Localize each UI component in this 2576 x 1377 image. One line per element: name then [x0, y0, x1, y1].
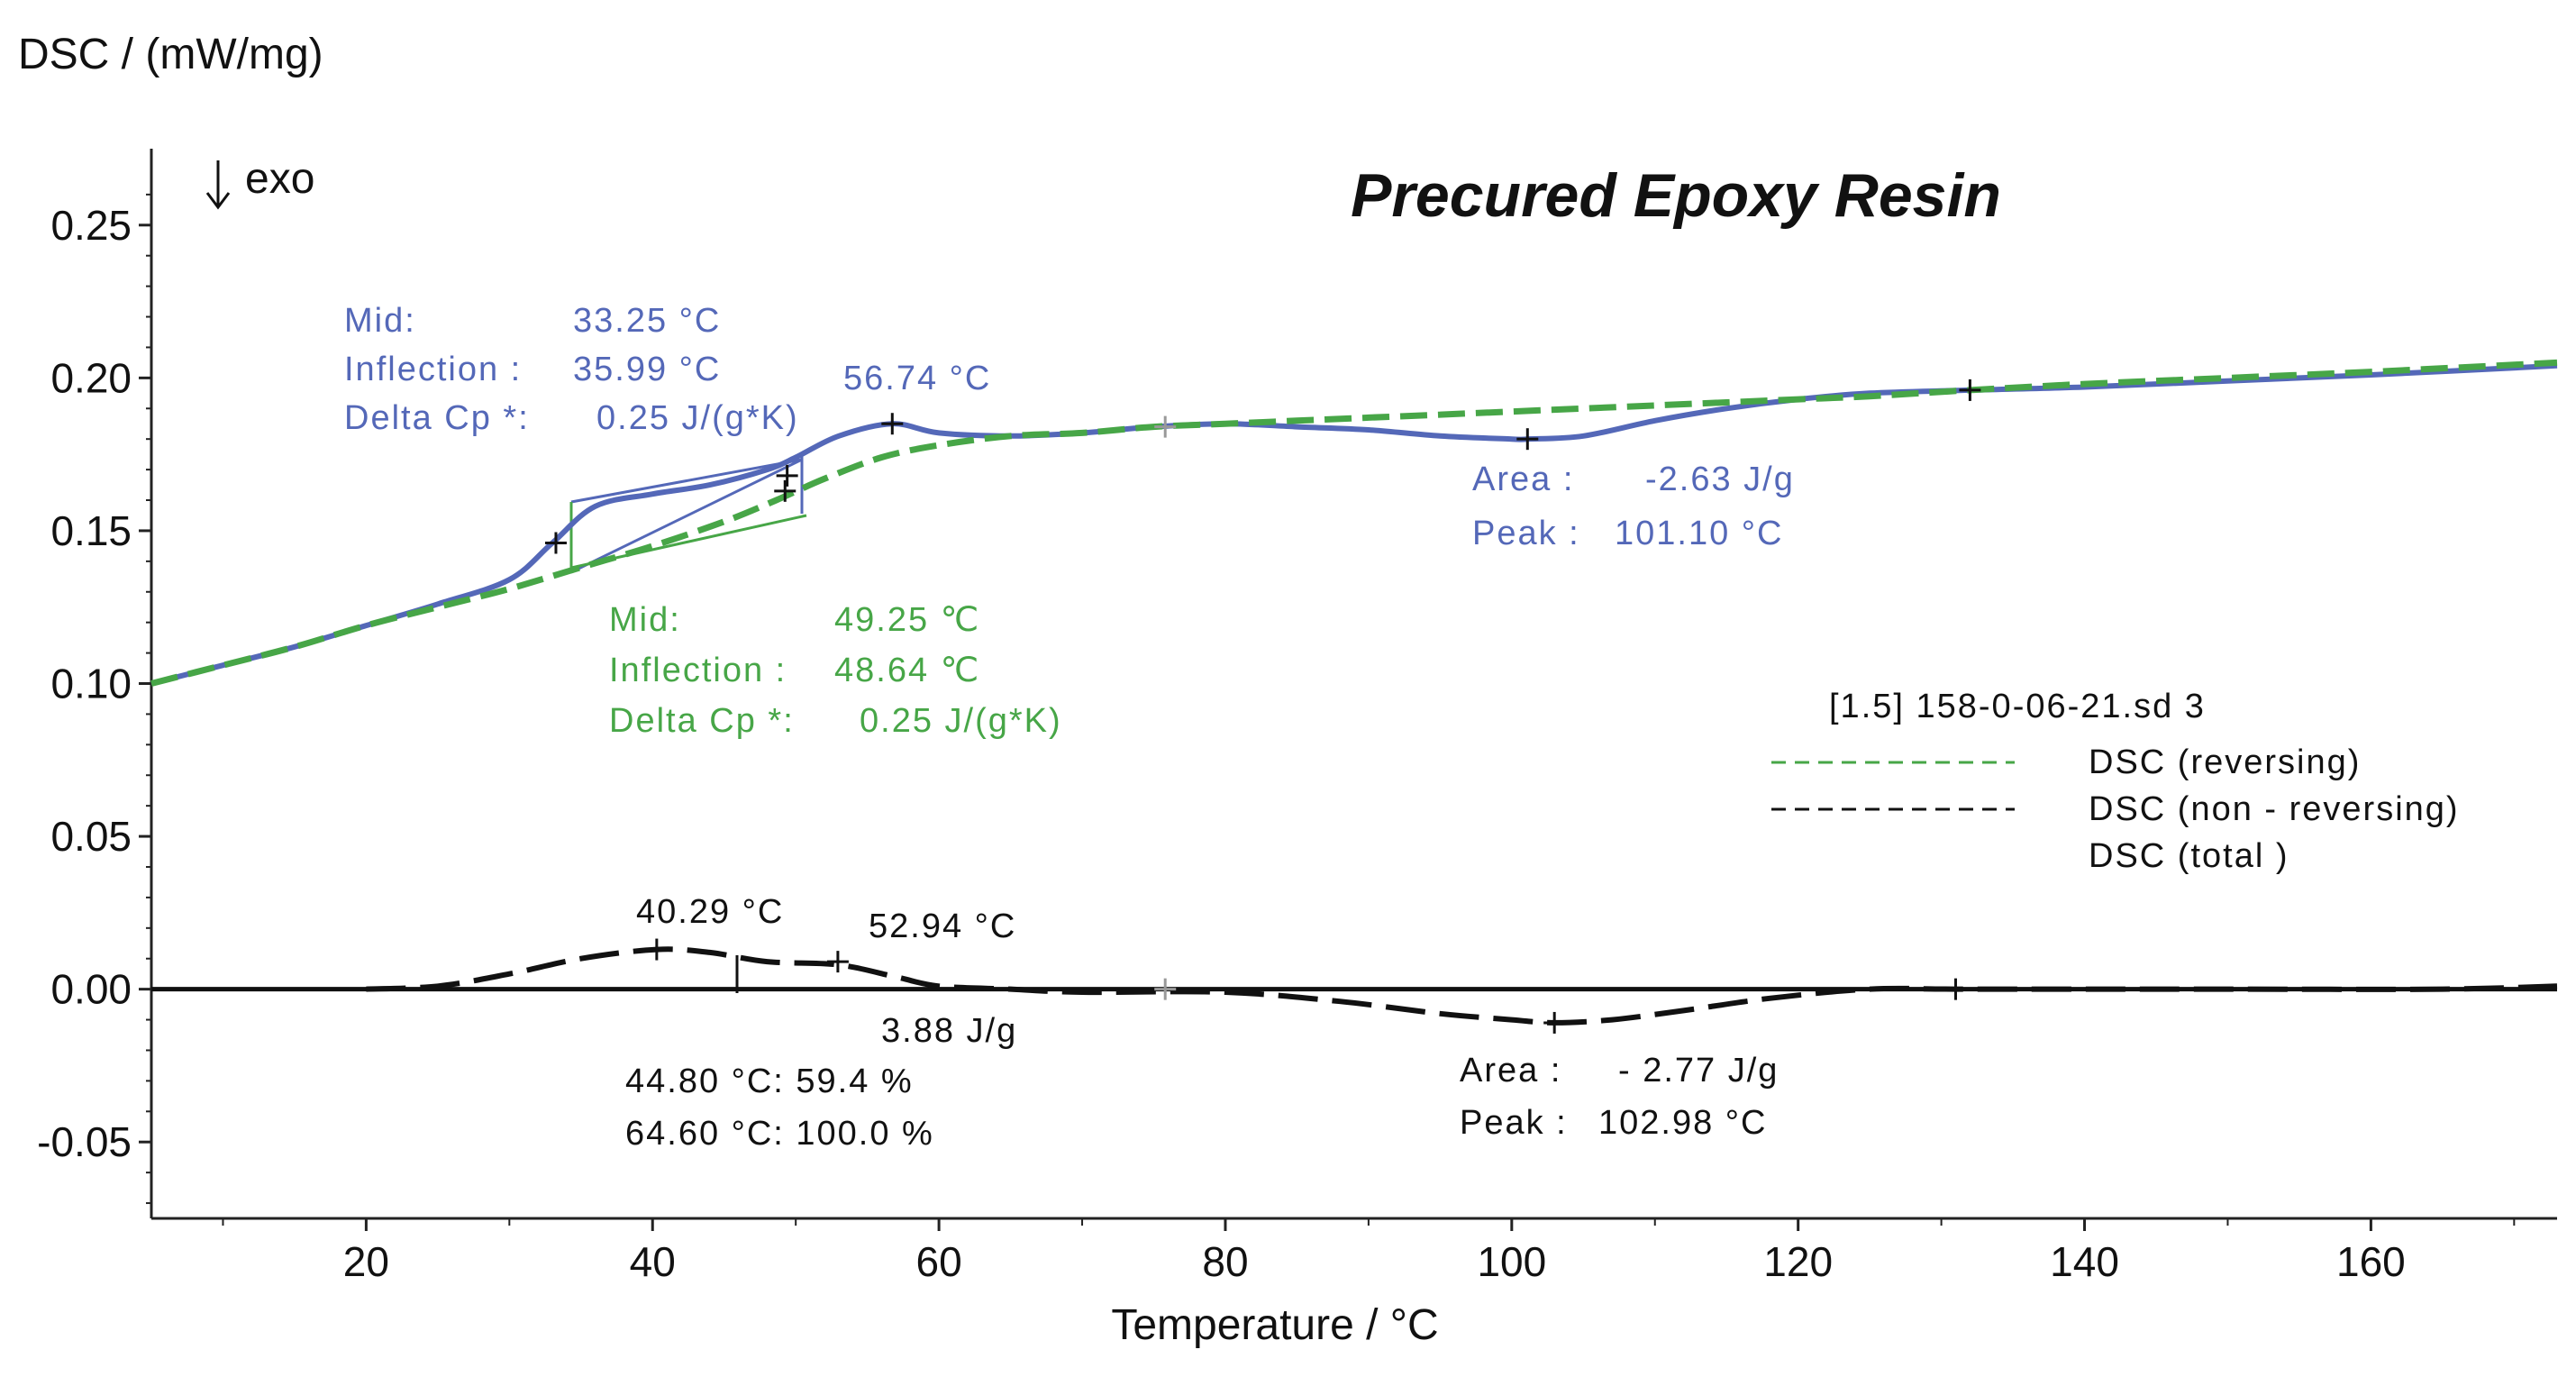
nonrev-area-label: Area :: [1460, 1052, 1561, 1090]
reversing-mid-label: Mid:: [609, 601, 681, 639]
nonrev-peak-value: 102.98 °C: [1598, 1104, 1767, 1142]
exo-arrow-head: [205, 192, 231, 210]
y-tick-label: -0.05: [37, 1118, 132, 1165]
data-point-marker: [1944, 978, 1967, 1000]
total-area-value: -2.63 J/g: [1645, 461, 1795, 498]
total-mid-value: 33.25 °C: [573, 302, 721, 340]
data-point-marker: [776, 464, 798, 487]
reversing-deltacp-value: 0.25 J/(g*K): [860, 702, 1062, 740]
nonreversing-series-line: [366, 946, 2558, 1026]
data-markers: [544, 378, 1981, 1034]
data-point-marker: [544, 532, 567, 554]
nonrev-partial1: 44.80 °C: 59.4 %: [625, 1062, 914, 1100]
nonrev-partial2: 64.60 °C: 100.0 %: [625, 1115, 934, 1153]
total-tangent-lines: [570, 455, 804, 574]
y-axis-ticks: 0.25 0.20 0.15 0.10 0.05 0.00 -0.05: [37, 193, 151, 1205]
nonrev-peak2: 52.94 °C: [869, 907, 1016, 945]
data-point-marker: [1543, 1011, 1566, 1034]
exo-direction-indicator: exo: [205, 155, 314, 210]
data-point-marker: [1154, 415, 1177, 438]
y-tick-label: 0.25: [50, 202, 132, 249]
total-area-label: Area :: [1472, 461, 1574, 498]
data-point-marker: [1959, 378, 1981, 401]
x-tick-label: 100: [1477, 1238, 1546, 1285]
x-axis-ticks: 20 40 60 80 100 120 140 160: [222, 1218, 2516, 1285]
total-upper-tangent: [570, 458, 803, 504]
reversing-inflection-label: Inflection :: [609, 652, 787, 689]
data-point-marker: [1516, 428, 1539, 451]
x-axis-title: Temperature / °C: [1111, 1301, 1438, 1349]
nonrev-peak1: 40.29 °C: [636, 893, 784, 931]
legend-entry-reversing: DSC (reversing): [2089, 743, 2361, 781]
reversing-mid-value: 49.25 ℃: [834, 601, 980, 639]
x-tick-label: 120: [1763, 1238, 1833, 1285]
y-tick-label: 0.20: [50, 354, 132, 401]
reversing-inflection-value: 48.64 ℃: [834, 652, 980, 689]
y-axis-title: DSC / (mW/mg): [18, 31, 323, 78]
x-tick-label: 160: [2336, 1238, 2406, 1285]
data-point-marker: [826, 951, 849, 973]
x-tick-label: 80: [1202, 1238, 1248, 1285]
total-inflection-tangent: [570, 458, 803, 574]
total-peak-temp: 56.74 °C: [843, 360, 991, 397]
nonrev-peak-label: Peak :: [1460, 1104, 1568, 1142]
x-tick-label: 20: [343, 1238, 389, 1285]
total-inflection-value: 35.99 °C: [573, 351, 721, 388]
total-peak-label: Peak :: [1472, 515, 1580, 552]
legend-file: [1.5] 158-0-06-21.sd 3: [1829, 688, 2206, 725]
nonrev-area-value: - 2.77 J/g: [1618, 1052, 1779, 1090]
nonrev-area: 3.88 J/g: [881, 1012, 1017, 1050]
data-point-marker: [881, 413, 904, 435]
x-tick-label: 140: [2050, 1238, 2119, 1285]
total-inflection-label: Inflection :: [344, 351, 522, 388]
x-tick-label: 40: [630, 1238, 676, 1285]
legend-entry-total: DSC (total ): [2089, 837, 2289, 875]
legend: [1.5] 158-0-06-21.sd 3 DSC (reversing) D…: [1771, 688, 2460, 875]
y-tick-label: 0.05: [50, 813, 132, 860]
data-point-marker: [1154, 978, 1177, 1000]
y-tick-label: 0.00: [50, 966, 132, 1013]
total-deltacp-value: 0.25 J/(g*K): [596, 399, 799, 437]
total-mid-label: Mid:: [344, 302, 416, 340]
exo-label: exo: [245, 155, 314, 203]
legend-entry-nonreversing: DSC (non - reversing): [2089, 790, 2460, 828]
total-deltacp-label: Delta Cp *:: [344, 399, 530, 437]
y-tick-label: 0.10: [50, 661, 132, 707]
data-point-marker: [774, 479, 796, 502]
reversing-deltacp-label: Delta Cp *:: [609, 702, 795, 740]
y-tick-label: 0.15: [50, 507, 132, 554]
x-tick-label: 60: [916, 1238, 962, 1285]
total-peak-value: 101.10 °C: [1615, 515, 1783, 552]
data-point-marker: [645, 938, 668, 961]
chart-title: Precured Epoxy Resin: [1351, 161, 2001, 230]
